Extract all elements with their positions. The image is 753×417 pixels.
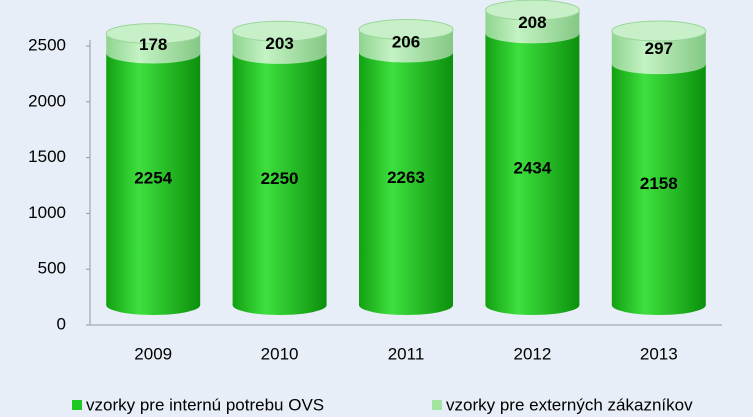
legend-swatch xyxy=(72,400,82,410)
value-label: 178 xyxy=(139,35,167,54)
legend-label: vzorky pre internú potrebu OVS xyxy=(86,395,324,414)
value-label: 2434 xyxy=(513,159,551,178)
y-tick-label: 500 xyxy=(38,259,66,278)
bar xyxy=(232,53,327,306)
value-label: 2250 xyxy=(261,169,299,188)
value-label: 2254 xyxy=(134,169,172,188)
y-tick-label: 2000 xyxy=(28,91,66,110)
cylinder-top xyxy=(611,20,707,42)
value-label: 2158 xyxy=(640,174,678,193)
bar xyxy=(485,33,580,305)
cylinder-top xyxy=(484,0,580,21)
x-tick-label: 2010 xyxy=(261,344,299,363)
bar xyxy=(106,53,201,306)
x-tick-label: 2013 xyxy=(640,344,678,363)
x-tick-label: 2009 xyxy=(134,344,172,363)
y-tick-label: 1000 xyxy=(28,203,66,222)
y-tick-label: 1500 xyxy=(28,147,66,166)
bar xyxy=(359,52,453,305)
cylinder-top xyxy=(232,20,328,42)
cylinder-top xyxy=(358,18,454,40)
legend-swatch xyxy=(432,400,442,410)
y-tick-label: 2500 xyxy=(28,35,66,54)
value-label: 208 xyxy=(518,13,546,32)
cylinder-top xyxy=(105,23,201,45)
value-label: 2263 xyxy=(387,168,425,187)
bar xyxy=(611,64,706,305)
value-label: 297 xyxy=(645,39,673,58)
value-label: 206 xyxy=(392,32,420,51)
value-label: 203 xyxy=(265,34,293,53)
x-tick-label: 2011 xyxy=(388,344,425,363)
y-tick-label: 0 xyxy=(57,314,66,333)
legend-label: vzorky pre externých zákazníkov xyxy=(446,395,693,414)
x-tick-label: 2012 xyxy=(513,344,551,363)
